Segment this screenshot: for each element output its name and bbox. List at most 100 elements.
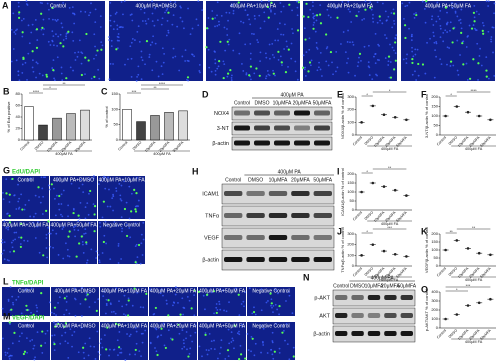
nucleus <box>165 34 168 37</box>
nucleus <box>286 45 288 48</box>
nucleus <box>140 56 143 59</box>
nucleus <box>124 359 127 361</box>
nucleus <box>30 31 33 34</box>
stain-spot <box>403 24 407 27</box>
nucleus <box>415 79 418 81</box>
nucleus <box>62 189 65 192</box>
group-label: 400μM FA <box>465 278 483 282</box>
stain-spot <box>160 327 163 330</box>
nucleus <box>174 293 177 296</box>
stain-spot <box>40 12 43 15</box>
stain-spot <box>23 350 27 353</box>
nucleus <box>259 27 262 30</box>
nucleus <box>188 299 191 302</box>
stain-spot <box>266 5 270 9</box>
nucleus <box>283 48 285 50</box>
nucleus <box>167 31 170 34</box>
nucleus <box>29 340 32 342</box>
nucleus <box>197 24 200 27</box>
panel-label: I <box>337 166 340 176</box>
stain-spot <box>5 192 8 195</box>
stain-spot <box>118 346 121 349</box>
nucleus <box>254 313 257 316</box>
nucleus <box>278 351 281 354</box>
nucleus <box>204 308 206 311</box>
nucleus <box>61 215 64 218</box>
nucleus <box>105 242 108 245</box>
nucleus <box>130 41 133 44</box>
band <box>246 235 265 240</box>
micrograph <box>50 176 97 219</box>
sig-label: * <box>366 92 368 97</box>
stain-spot <box>22 56 25 59</box>
nucleus <box>230 79 233 81</box>
nucleus <box>138 350 141 353</box>
nucleus <box>325 60 328 63</box>
micrograph <box>51 322 99 360</box>
nucleus <box>15 59 18 62</box>
nucleus <box>262 341 264 344</box>
nucleus <box>319 4 322 7</box>
panel-label: A <box>2 0 9 10</box>
nucleus <box>185 331 188 333</box>
y-axis-label: % of control <box>104 106 109 127</box>
nucleus <box>44 176 47 179</box>
nucleus <box>119 198 122 200</box>
stain-spot <box>270 302 273 305</box>
nucleus <box>216 309 219 311</box>
nucleus <box>18 79 21 82</box>
image-label: 400μM PA+20μM FA <box>327 3 374 9</box>
image-label: 400μM PA+10μM FA <box>101 288 148 294</box>
nucleus <box>477 79 479 81</box>
nucleus <box>97 298 100 301</box>
stain-spot <box>417 62 420 66</box>
band <box>254 125 270 131</box>
nucleus <box>51 30 54 33</box>
nucleus <box>55 314 57 317</box>
stain-spot <box>197 290 201 293</box>
x-tick-label: DMSO <box>364 266 375 277</box>
nucleus <box>84 73 86 76</box>
nucleus <box>467 35 469 37</box>
nucleus <box>1 241 4 244</box>
stain-spot <box>227 72 230 75</box>
stain-spot <box>127 314 130 317</box>
stain-spot <box>26 308 29 312</box>
micrograph <box>303 1 397 81</box>
nucleus <box>491 26 494 29</box>
nucleus <box>82 351 85 354</box>
stain-spot <box>278 304 281 308</box>
nucleus <box>61 228 64 230</box>
nucleus <box>438 5 441 8</box>
stain-spot <box>249 65 253 68</box>
nucleus <box>213 348 216 351</box>
nucleus <box>80 51 83 54</box>
micrograph <box>11 1 105 81</box>
nucleus <box>85 262 88 264</box>
y-tick-label: 150 <box>431 104 438 109</box>
nucleus <box>191 53 193 56</box>
nucleus <box>381 2 384 5</box>
band <box>268 257 288 262</box>
band <box>384 295 397 300</box>
nucleus <box>230 331 233 334</box>
nucleus <box>405 62 408 64</box>
image-label: 400μM PA+10μM FA <box>98 177 145 183</box>
nucleus <box>271 331 274 334</box>
nucleus <box>84 232 87 235</box>
stain-spot <box>449 60 453 63</box>
nucleus <box>268 57 271 60</box>
panel-label: E <box>337 89 343 99</box>
nucleus <box>208 66 211 69</box>
nucleus <box>38 196 41 198</box>
nucleus <box>103 334 106 337</box>
nucleus <box>74 51 76 54</box>
micrograph <box>198 322 246 360</box>
nucleus <box>5 178 8 181</box>
nucleus <box>204 332 207 334</box>
row-label: 3-NT <box>217 126 230 132</box>
stain-spot <box>177 323 180 326</box>
stain-spot <box>292 355 295 358</box>
nucleus <box>10 241 13 244</box>
sig-label: * <box>366 169 368 174</box>
